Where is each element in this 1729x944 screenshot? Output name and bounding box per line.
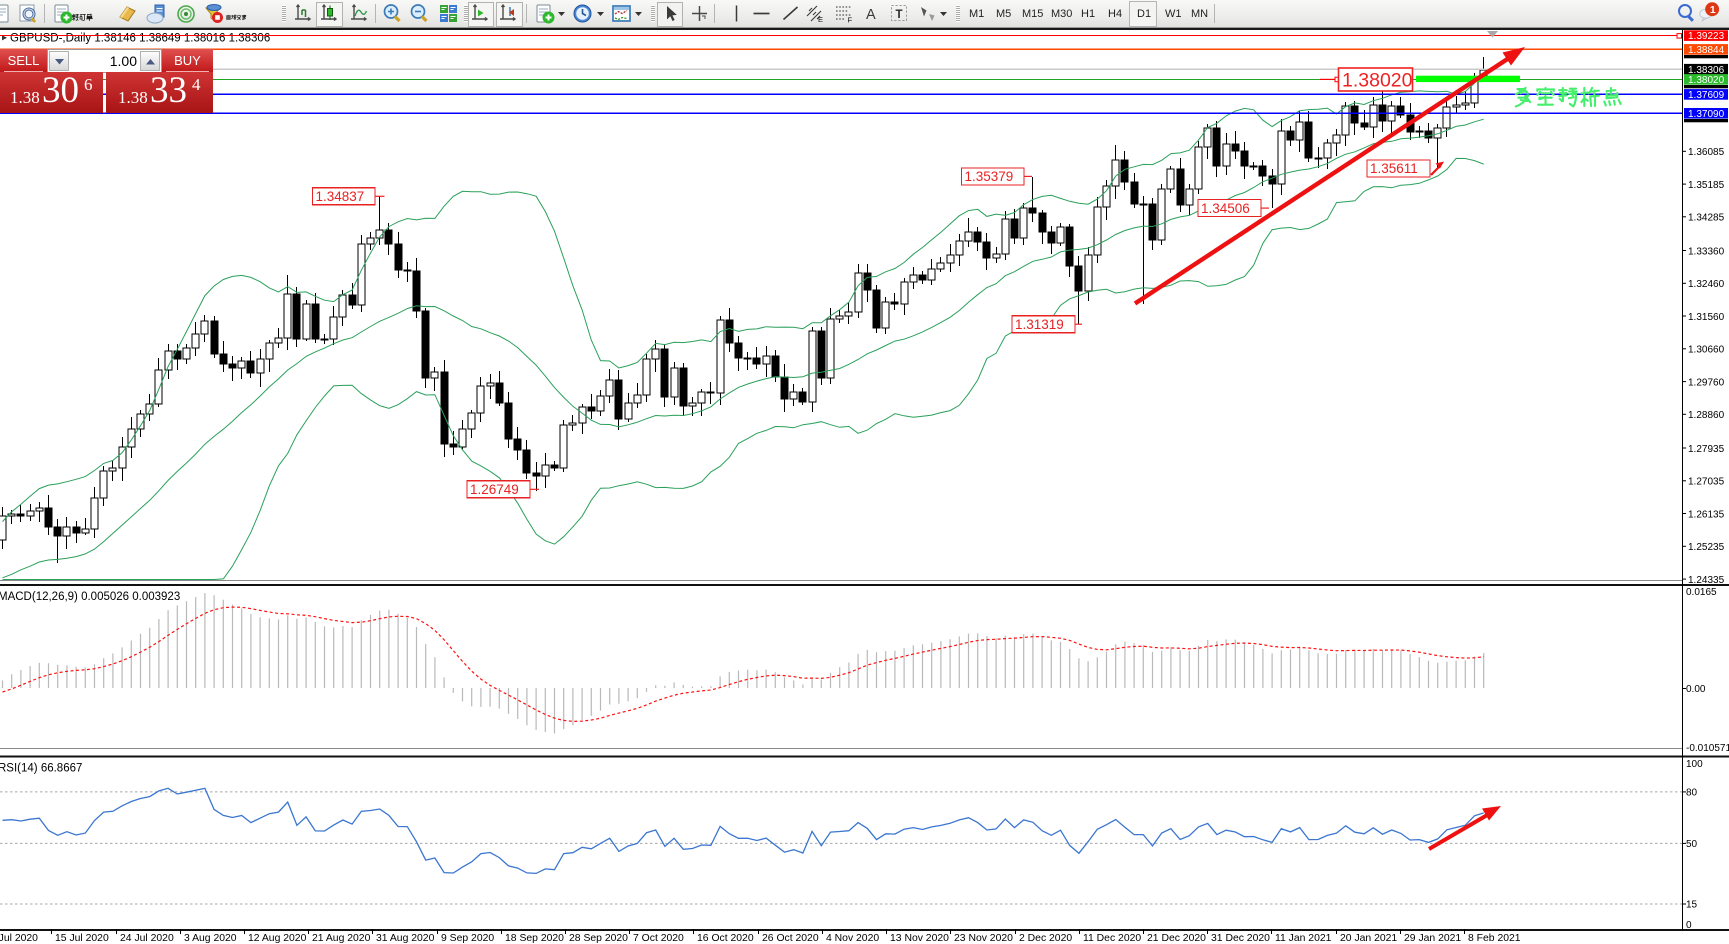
svg-text:1.30660: 1.30660 — [1688, 345, 1725, 356]
svg-text:1.25235: 1.25235 — [1688, 542, 1725, 553]
svg-text:1.31319: 1.31319 — [1015, 317, 1064, 332]
svg-text:12 Aug 2020: 12 Aug 2020 — [248, 933, 307, 944]
svg-text:1: 1 — [1710, 4, 1716, 16]
svg-text:31 Aug 2020: 31 Aug 2020 — [376, 933, 435, 944]
svg-text:1.37609: 1.37609 — [1688, 90, 1725, 101]
svg-text:18 Sep 2020: 18 Sep 2020 — [505, 933, 564, 944]
svg-text:16 Oct 2020: 16 Oct 2020 — [697, 933, 754, 944]
svg-text:T: T — [896, 9, 903, 21]
svg-text:1.36085: 1.36085 — [1688, 147, 1725, 158]
svg-text:6 Jul 2020: 6 Jul 2020 — [0, 933, 38, 944]
svg-text:21 Aug 2020: 21 Aug 2020 — [312, 933, 371, 944]
svg-text:F: F — [848, 16, 853, 25]
svg-text:2 Dec 2020: 2 Dec 2020 — [1019, 933, 1072, 944]
svg-text:GBPUSD-,Daily 1.38146 1.38649: GBPUSD-,Daily 1.38146 1.38649 1.38016 1.… — [10, 33, 270, 45]
svg-text:1.34506: 1.34506 — [1201, 201, 1250, 216]
svg-text:1.39223: 1.39223 — [1688, 31, 1725, 42]
svg-text:31 Dec 2020: 31 Dec 2020 — [1211, 933, 1270, 944]
svg-text:1.38020: 1.38020 — [1342, 70, 1413, 92]
svg-text:20 Jan 2021: 20 Jan 2021 — [1340, 933, 1397, 944]
svg-text:23 Nov 2020: 23 Nov 2020 — [954, 933, 1013, 944]
svg-text:A: A — [866, 7, 876, 23]
svg-text:15: 15 — [1686, 900, 1698, 911]
svg-text:28 Sep 2020: 28 Sep 2020 — [569, 933, 628, 944]
svg-text:1.38020: 1.38020 — [1688, 75, 1725, 86]
svg-text:MACD(12,26,9) 0.005026 0.00392: MACD(12,26,9) 0.005026 0.003923 — [0, 591, 180, 603]
svg-text:1.38844: 1.38844 — [1688, 45, 1725, 56]
svg-text:1.27035: 1.27035 — [1688, 477, 1725, 488]
svg-text:1.37090: 1.37090 — [1688, 109, 1725, 120]
svg-text:1.31560: 1.31560 — [1688, 312, 1725, 323]
svg-text:3 Aug 2020: 3 Aug 2020 — [184, 933, 237, 944]
svg-text:1.32460: 1.32460 — [1688, 279, 1725, 290]
svg-text:1.26135: 1.26135 — [1688, 509, 1725, 520]
svg-text:7 Oct 2020: 7 Oct 2020 — [633, 933, 684, 944]
svg-text:15 Jul 2020: 15 Jul 2020 — [55, 933, 109, 944]
svg-text:1.35185: 1.35185 — [1688, 180, 1725, 191]
svg-text:0.0165: 0.0165 — [1686, 587, 1717, 598]
svg-text:1.38306: 1.38306 — [1688, 65, 1725, 76]
svg-text:1.34285: 1.34285 — [1688, 213, 1725, 224]
svg-text:1.26749: 1.26749 — [470, 482, 519, 497]
svg-text:1.34837: 1.34837 — [316, 189, 365, 204]
svg-text:1.35611: 1.35611 — [1370, 161, 1418, 176]
svg-text:13 Nov 2020: 13 Nov 2020 — [890, 933, 949, 944]
svg-text:26 Oct 2020: 26 Oct 2020 — [762, 933, 819, 944]
svg-text:4 Nov 2020: 4 Nov 2020 — [826, 933, 879, 944]
svg-text:24 Jul 2020: 24 Jul 2020 — [120, 933, 174, 944]
svg-text:1.33360: 1.33360 — [1688, 246, 1725, 257]
svg-text:1.29760: 1.29760 — [1688, 377, 1725, 388]
svg-text:80: 80 — [1686, 788, 1698, 799]
svg-text:29 Jan 2021: 29 Jan 2021 — [1404, 933, 1461, 944]
svg-text:1.35379: 1.35379 — [965, 169, 1014, 184]
svg-text:0: 0 — [1686, 920, 1692, 931]
svg-text:9 Sep 2020: 9 Sep 2020 — [441, 933, 494, 944]
svg-text:0.00: 0.00 — [1686, 684, 1706, 695]
svg-text:1.27935: 1.27935 — [1688, 444, 1725, 455]
svg-text:21 Dec 2020: 21 Dec 2020 — [1147, 933, 1206, 944]
svg-text:1.24335: 1.24335 — [1688, 575, 1725, 586]
svg-text:-0.010571: -0.010571 — [1686, 743, 1729, 754]
svg-text:RSI(14) 66.8667: RSI(14) 66.8667 — [0, 763, 82, 775]
svg-text:50: 50 — [1686, 839, 1698, 850]
svg-text:E: E — [818, 15, 823, 24]
svg-text:1.28860: 1.28860 — [1688, 410, 1725, 421]
svg-text:11 Dec 2020: 11 Dec 2020 — [1083, 933, 1141, 944]
svg-text:11 Jan 2021: 11 Jan 2021 — [1275, 933, 1332, 944]
svg-text:100: 100 — [1686, 759, 1703, 770]
svg-text:8 Feb 2021: 8 Feb 2021 — [1468, 933, 1521, 944]
